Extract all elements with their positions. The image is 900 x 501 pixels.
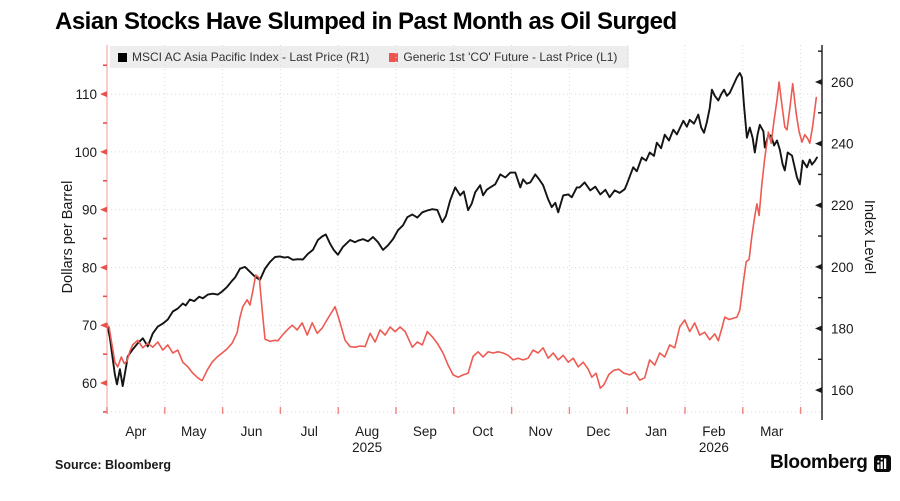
legend-label-oil: Generic 1st 'CO' Future - Last Price (L1… bbox=[403, 50, 618, 64]
svg-text:160: 160 bbox=[831, 383, 854, 398]
svg-text:Jun: Jun bbox=[241, 424, 263, 439]
bloomberg-logo-icon bbox=[873, 454, 891, 472]
svg-text:70: 70 bbox=[82, 318, 97, 333]
svg-text:Aug: Aug bbox=[355, 424, 379, 439]
svg-text:Mar: Mar bbox=[760, 424, 784, 439]
chart-legend: MSCI AC Asia Pacific Index - Last Price … bbox=[110, 46, 630, 68]
msci-series-swatch-icon bbox=[118, 52, 127, 62]
svg-text:260: 260 bbox=[831, 75, 854, 90]
svg-text:Sep: Sep bbox=[413, 424, 437, 439]
svg-text:180: 180 bbox=[831, 321, 854, 336]
svg-text:240: 240 bbox=[831, 137, 854, 152]
svg-text:Nov: Nov bbox=[528, 424, 552, 439]
svg-text:90: 90 bbox=[82, 203, 97, 218]
legend-item-msci: MSCI AC Asia Pacific Index - Last Price … bbox=[118, 50, 369, 64]
svg-text:80: 80 bbox=[82, 260, 97, 275]
svg-text:Jul: Jul bbox=[301, 424, 318, 439]
svg-text:2025: 2025 bbox=[352, 440, 382, 455]
chart-title: Asian Stocks Have Slumped in Past Month … bbox=[55, 8, 677, 35]
oil-price-line bbox=[106, 81, 818, 389]
svg-text:60: 60 bbox=[82, 376, 97, 391]
svg-text:200: 200 bbox=[831, 260, 854, 275]
svg-text:Dec: Dec bbox=[586, 424, 610, 439]
legend-label-msci: MSCI AC Asia Pacific Index - Last Price … bbox=[132, 50, 370, 64]
svg-text:100: 100 bbox=[74, 145, 97, 160]
oil-series-swatch-icon bbox=[389, 52, 399, 62]
svg-text:Oct: Oct bbox=[472, 424, 493, 439]
svg-text:Feb: Feb bbox=[702, 424, 725, 439]
source-attribution: Source: Bloomberg bbox=[55, 458, 171, 472]
svg-text:110: 110 bbox=[75, 87, 97, 102]
bloomberg-wordmark: Bloomberg bbox=[770, 452, 868, 473]
svg-text:Jan: Jan bbox=[645, 424, 667, 439]
msci-index-line bbox=[106, 72, 818, 388]
svg-text:Apr: Apr bbox=[125, 424, 147, 439]
bloomberg-brand: Bloomberg bbox=[770, 452, 891, 474]
svg-text:May: May bbox=[181, 424, 207, 439]
legend-item-oil: Generic 1st 'CO' Future - Last Price (L1… bbox=[389, 50, 617, 64]
svg-text:2026: 2026 bbox=[699, 440, 729, 455]
svg-text:220: 220 bbox=[831, 198, 854, 213]
